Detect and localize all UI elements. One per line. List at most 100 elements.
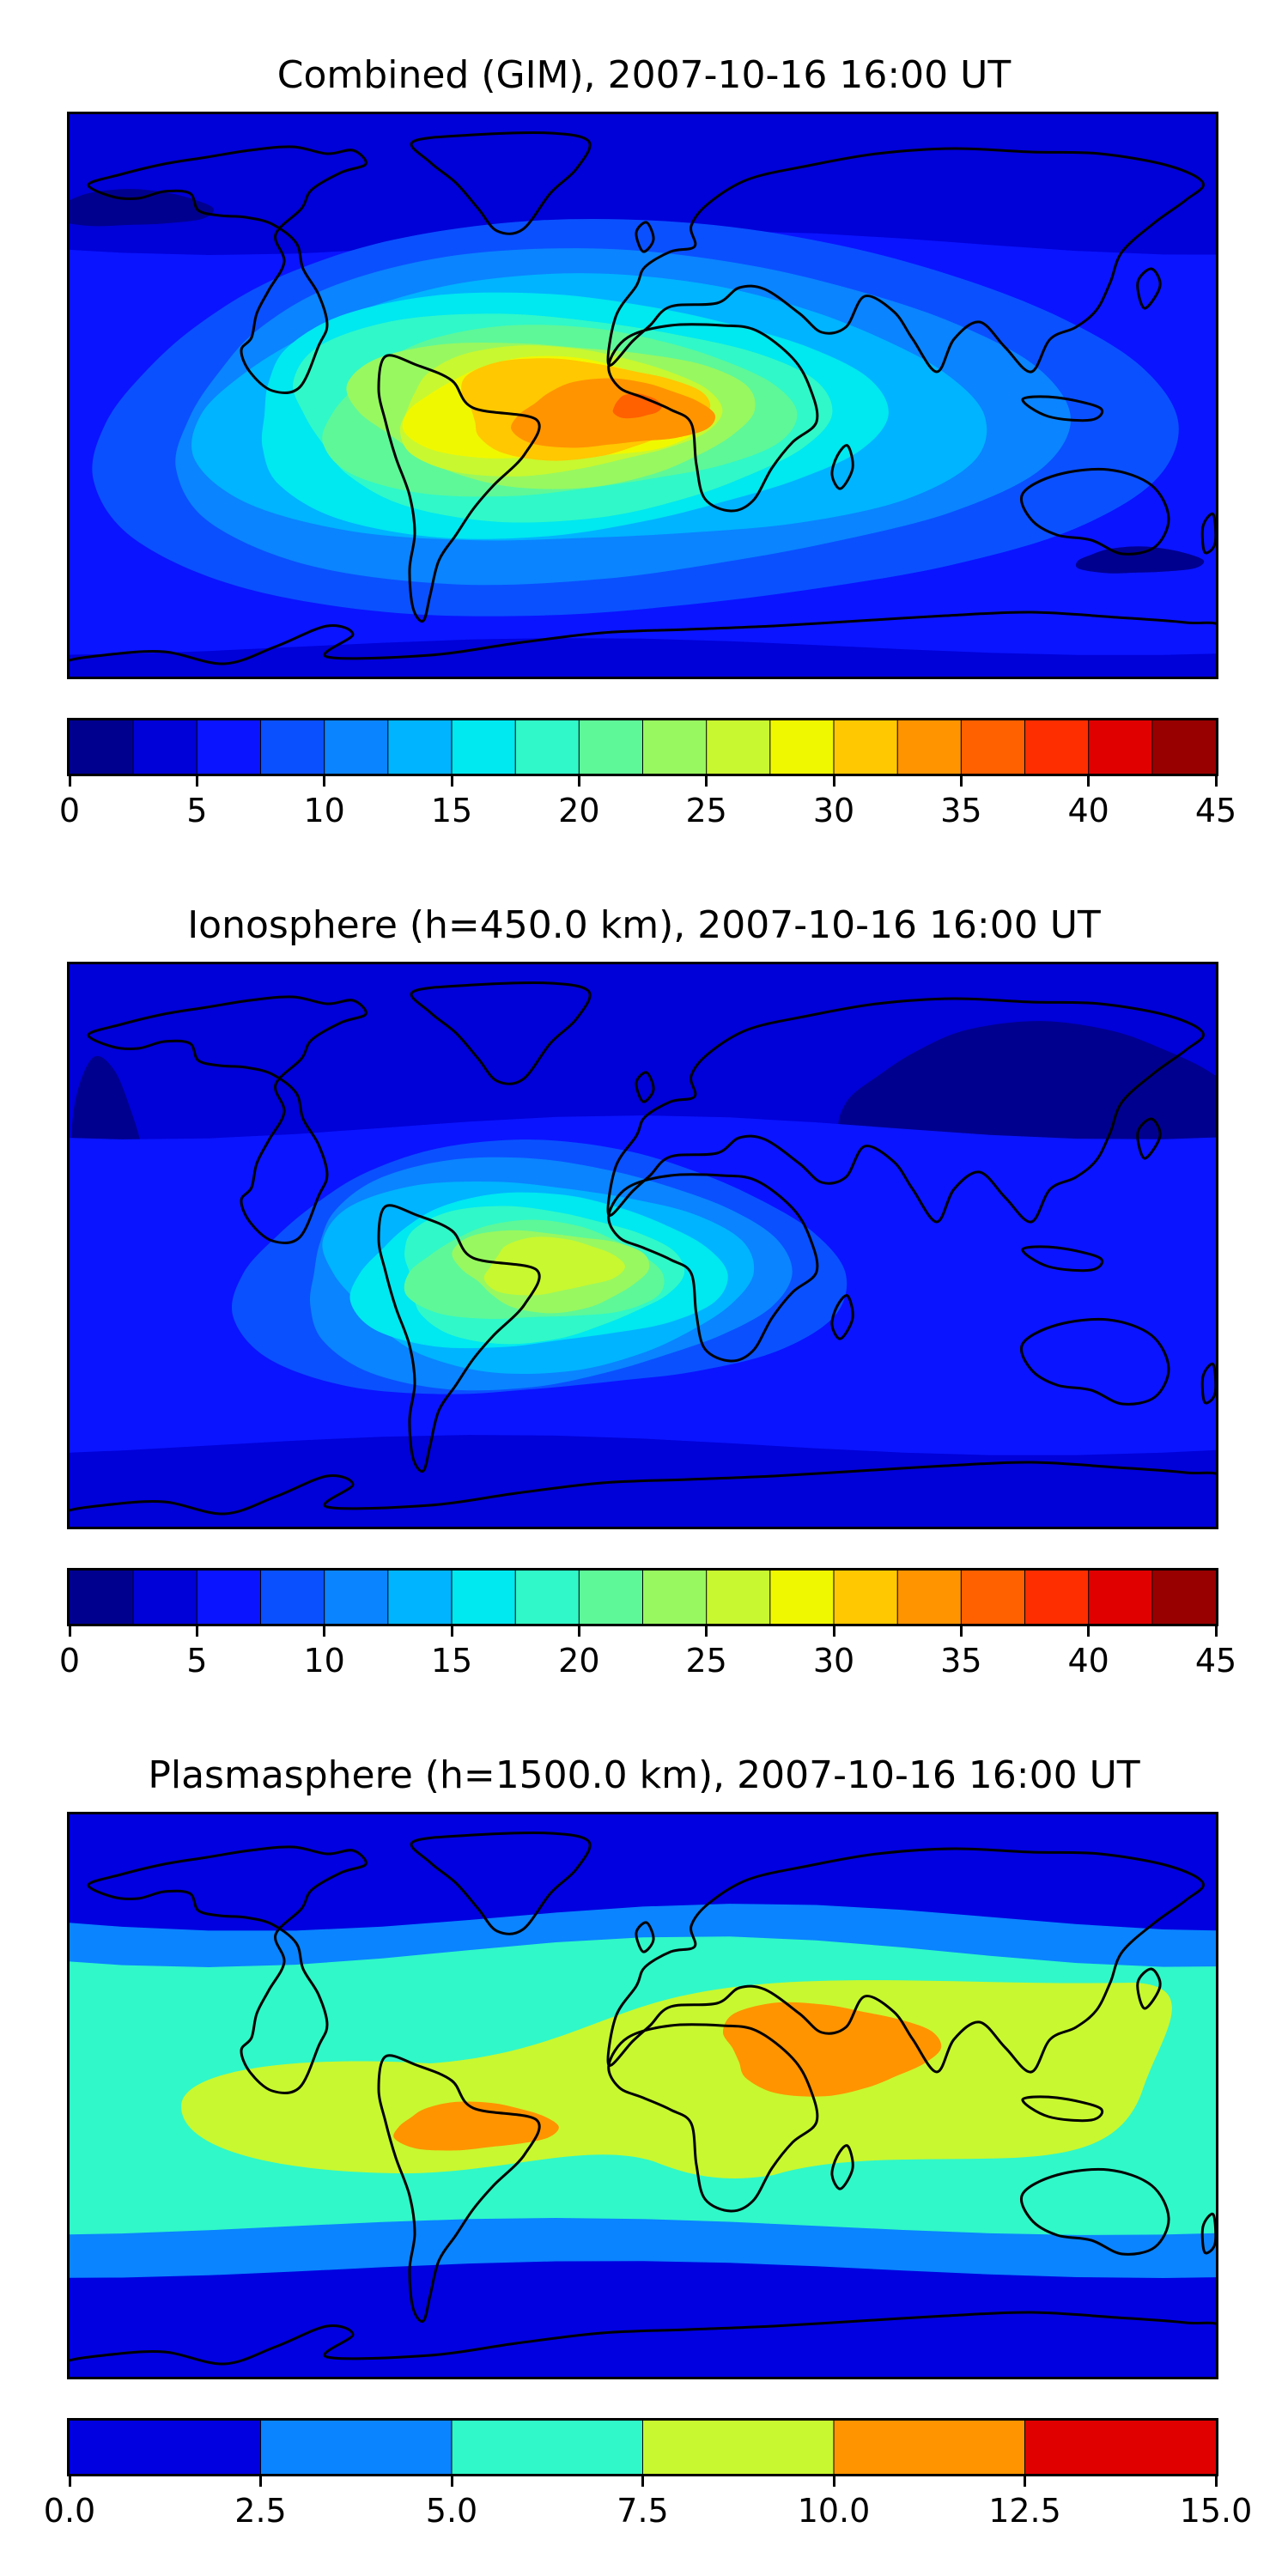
colorbar-tick-label: 0 [58,792,81,829]
colorbar-tick-mark [450,2476,453,2487]
colorbar-tick-mark [577,776,580,787]
africa-coast [607,323,819,513]
colorbar-tick-mark [577,1626,580,1637]
antarctica-coast [70,611,1216,665]
combined-colorbar [67,718,1218,776]
plasmasphere-map-title: Plasmasphere (h=1500.0 km), 2007-10-16 1… [148,1753,1140,1797]
plasmasphere-colorbar [67,2418,1218,2476]
coastlines [70,1832,1216,2366]
greenland-coast [410,1832,592,1935]
colorbar-segment [706,720,771,774]
colorbar-segment [579,720,644,774]
contour-level-4 [722,2002,942,2097]
colorbar-tick-mark [450,776,453,787]
colorbar-segment [961,1571,1026,1624]
colorbar-tick-label: 15.0 [1179,2492,1253,2530]
colorbar-segment [1024,720,1090,774]
africa-coast [607,1173,819,1363]
contour-level-13 [511,378,715,448]
greenland-coast [410,981,592,1085]
europe-asia-coast [606,147,1205,374]
antarctica-coast [70,2311,1216,2366]
colorbar-segment [70,720,134,774]
uk-coast [635,1921,655,1953]
indonesia-coast [1021,395,1104,422]
south-america-coast [377,354,541,623]
australia-coast [1020,2167,1170,2256]
colorbar-tick-label: 5 [186,792,208,829]
madagascar-coast [830,2144,854,2190]
colorbar-tick-mark [68,2476,71,2487]
colorbar-segment [70,2421,262,2474]
colorbar-segment [706,1571,771,1624]
colorbar-tick-label: 0 [58,1642,81,1680]
colorbar-tick-label: 5 [186,1642,208,1680]
coastlines [70,981,1216,1516]
colorbar-tick-label: 25 [685,1642,727,1680]
colorbar-tick-label: 35 [940,1642,982,1680]
colorbar-segment [642,720,708,774]
colorbar-tick-mark [1214,2476,1218,2487]
uk-coast [635,1071,655,1103]
colorbar-segment [133,720,197,774]
colorbar-segment [452,2421,644,2474]
colorbar-tick-mark [705,776,708,787]
colorbar-segment [834,720,898,774]
colorbar-segment [897,1571,962,1624]
colorbar-segment [1088,1571,1153,1624]
japan-coast [1136,1967,1162,2010]
south-america-coast [377,2054,541,2323]
colorbar-segment [260,1571,325,1624]
colorbar-segment [324,720,389,774]
colorbar-tick-mark [959,1626,963,1637]
colorbar-tick-mark [68,1626,71,1637]
uk-coast [635,221,655,253]
colorbar-tick-label: 20 [558,1642,600,1680]
colorbar-tick-mark [1087,776,1091,787]
colorbar-tick-mark [641,2476,644,2487]
colorbar-tick-label: 15 [430,1642,473,1680]
new-zealand-coast [1200,1362,1216,1405]
ionosphere-colorbar [67,1568,1218,1626]
europe-asia-coast [606,1847,1205,2074]
combined-tec-map [67,112,1218,679]
colorbar-tick-mark [832,2476,835,2487]
colorbar-tick-mark [1214,1626,1218,1637]
colorbar-tick-mark [68,776,71,787]
colorbar-segment [897,720,962,774]
coastlines [70,131,1216,665]
colorbar-segment [834,1571,898,1624]
colorbar-tick-label: 30 [812,792,855,829]
colorbar-segment [133,1571,197,1624]
colorbar-tick-mark [450,1626,453,1637]
colorbar-tick-mark [705,1626,708,1637]
colorbar-tick-label: 45 [1194,792,1237,829]
new-zealand-coast [1200,2212,1216,2255]
contour-level-10 [483,1236,625,1296]
indonesia-coast [1021,2095,1104,2123]
madagascar-coast [830,1294,854,1340]
colorbar-tick-label: 2.5 [234,2492,287,2530]
colorbar-tick-label: 45 [1194,1642,1237,1680]
indonesia-coast [1021,1245,1104,1273]
colorbar-tick-label: 10 [303,792,345,829]
ionosphere-map-title: Ionosphere (h=450.0 km), 2007-10-16 16:0… [187,903,1101,947]
colorbar-tick-mark [1087,1626,1091,1637]
colorbar-segment [1151,1571,1216,1624]
colorbar-tick-mark [832,776,835,787]
colorbar-segment [260,2421,453,2474]
colorbar-segment [515,1571,580,1624]
north-america-coast [87,1845,368,2094]
colorbar-segment [1024,1571,1090,1624]
colorbar-segment [769,720,835,774]
colorbar-tick-mark [323,776,326,787]
colorbar-tick-label: 25 [685,792,727,829]
new-zealand-coast [1200,512,1216,555]
north-america-coast [87,145,368,394]
japan-coast [1136,1117,1162,1160]
colorbar-tick-mark [959,776,963,787]
colorbar-tick-mark [323,1626,326,1637]
south-america-coast [377,1204,541,1473]
colorbar-segment [70,1571,134,1624]
colorbar-segment [387,1571,453,1624]
